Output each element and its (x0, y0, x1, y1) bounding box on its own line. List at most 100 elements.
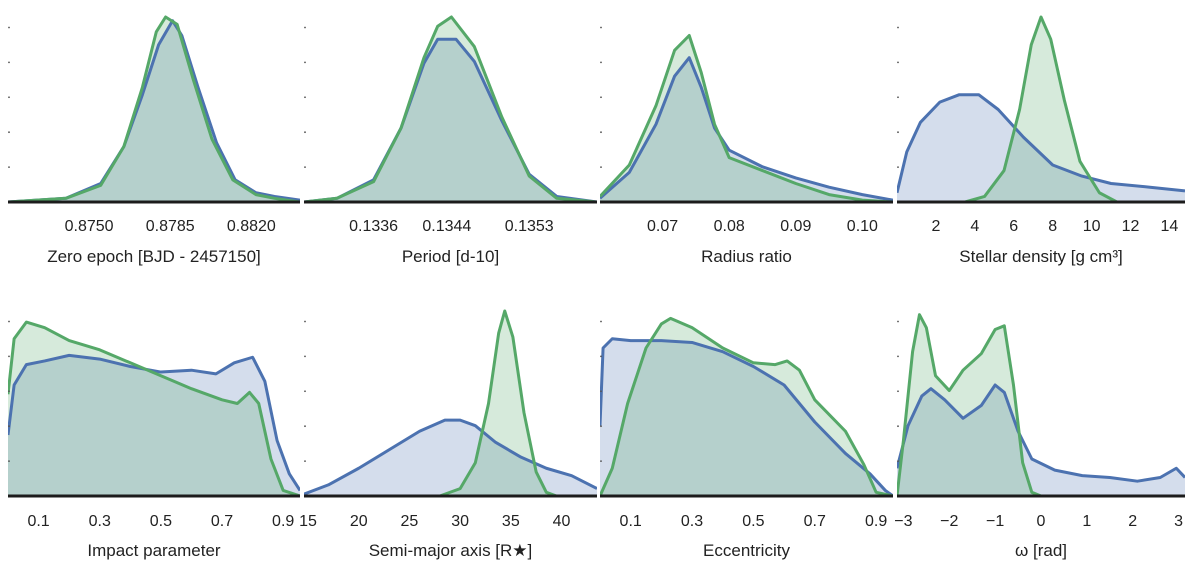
blue-density-fill (304, 39, 597, 203)
panel-2: 0.1336 0.1344 0.1353 Period [d-10] (304, 15, 597, 266)
green-density-line (600, 316, 893, 498)
x-tick-label: −2 (940, 513, 958, 530)
ytick-dot (897, 460, 899, 462)
ytick-dot (8, 425, 10, 428)
x-tick-label: 25 (401, 513, 419, 530)
ytick-dot (8, 131, 10, 134)
ytick-dot (897, 26, 899, 29)
x-tick-label: 0.1353 (505, 218, 554, 235)
green-density-fill (8, 17, 300, 202)
green-density-fill (304, 17, 597, 202)
plot-area (304, 309, 597, 498)
ytick-dot (304, 131, 306, 134)
x-tick-label: 0.09 (780, 218, 811, 235)
x-axis-label: Period [d-10] (402, 247, 499, 266)
x-tick-label: 0.7 (804, 513, 826, 530)
ytick-dot (897, 96, 899, 99)
ytick-dot (304, 460, 306, 462)
ytick-dot (304, 355, 306, 358)
ytick-dot (304, 61, 306, 64)
blue-density-line (304, 418, 597, 496)
x-tick-label: 1 (1082, 513, 1091, 530)
panel-8: −3 −2 −1 0 1 2 3 ω [rad] (894, 313, 1185, 560)
plot-area (8, 320, 300, 498)
x-tick-label: 40 (553, 513, 571, 530)
x-tick-label: 4 (970, 218, 979, 235)
x-tick-label: 0.7 (211, 513, 233, 530)
x-tick-label: 0.9 (272, 513, 294, 530)
blue-density-fill (304, 420, 597, 496)
blue-density-fill (600, 57, 893, 203)
panel-6: 15 20 25 30 35 40 Semi-major axis [R★] (299, 309, 597, 560)
ytick-dot (897, 166, 899, 168)
green-density-fill (304, 311, 597, 496)
x-tick-label: 0.8750 (65, 218, 114, 235)
ytick-dot (600, 320, 602, 323)
ytick-dot (600, 131, 602, 134)
x-tick-label: 15 (299, 513, 317, 530)
x-tick-label: 0.3 (89, 513, 111, 530)
x-axis-label: Radius ratio (701, 247, 792, 266)
green-density-line (304, 15, 597, 204)
ytick-dot (600, 96, 602, 99)
ytick-dot (8, 320, 10, 323)
x-tick-label: −1 (986, 513, 1004, 530)
x-tick-label: 0.10 (847, 218, 878, 235)
blue-density-line (8, 353, 300, 492)
plot-area (304, 15, 597, 204)
x-tick-label: 20 (350, 513, 368, 530)
blue-density-fill (897, 385, 1185, 496)
x-tick-label: 14 (1161, 218, 1179, 235)
x-tick-label: 10 (1083, 218, 1101, 235)
ytick-dot (897, 131, 899, 134)
blue-density-line (897, 93, 1185, 194)
green-density-line (8, 320, 300, 498)
green-density-line (8, 15, 300, 204)
x-tick-label: 12 (1122, 218, 1140, 235)
x-axis-label: Zero epoch [BJD - 2457150] (47, 247, 261, 266)
plot-area (897, 15, 1185, 204)
plot-area (8, 15, 300, 204)
ytick-dot (8, 61, 10, 64)
ytick-dot (304, 26, 306, 29)
panel-4: 2 4 6 8 10 12 14 Stellar density [g cm³] (897, 15, 1185, 266)
ytick-dot (897, 425, 899, 428)
plot-area (897, 313, 1185, 498)
green-density-fill (600, 35, 893, 202)
x-tick-label: 0.07 (647, 218, 678, 235)
x-tick-label: 0.5 (150, 513, 172, 530)
plot-area (600, 316, 893, 498)
green-density-line (897, 313, 1185, 498)
panel-3: 0.07 0.08 0.09 0.10 Radius ratio (600, 26, 893, 266)
ytick-dot (897, 390, 899, 393)
x-tick-label: 30 (451, 513, 469, 530)
plot-area (600, 34, 893, 204)
x-tick-label: 0.08 (714, 218, 745, 235)
x-axis-label: Eccentricity (703, 541, 790, 560)
x-tick-label: 2 (1128, 513, 1137, 530)
blue-density-fill (897, 94, 1185, 202)
x-tick-label: 0.5 (742, 513, 764, 530)
ytick-dot (8, 390, 10, 393)
ytick-dot (600, 390, 602, 393)
x-tick-label: 35 (502, 513, 520, 530)
green-density-line (897, 15, 1185, 204)
x-tick-label: 8 (1048, 218, 1057, 235)
x-tick-label: 0 (1037, 513, 1046, 530)
ytick-dot (897, 355, 899, 358)
x-tick-label: 0.1 (620, 513, 642, 530)
ytick-dot (304, 96, 306, 99)
x-tick-label: 0.8820 (227, 218, 276, 235)
ytick-dot (600, 425, 602, 428)
ytick-dot (897, 61, 899, 64)
ytick-dot (304, 425, 306, 428)
ytick-dot (600, 26, 602, 29)
x-tick-label: 6 (1009, 218, 1018, 235)
blue-density-fill (8, 355, 300, 496)
ytick-dot (8, 460, 10, 462)
blue-density-line (897, 383, 1185, 483)
x-tick-label: 0.1344 (422, 218, 471, 235)
ytick-dot (600, 166, 602, 168)
green-density-fill (897, 17, 1185, 202)
